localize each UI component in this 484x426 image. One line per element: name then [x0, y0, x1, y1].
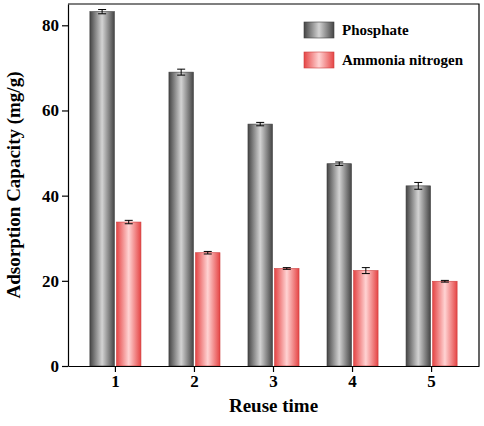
frame: [68, 4, 479, 366]
x-tick: 4: [348, 366, 357, 391]
bar: [169, 72, 193, 366]
series: [116, 220, 457, 366]
y-tick-label: 80: [42, 16, 59, 35]
x-axis: 1 2 3 4 5: [69, 366, 480, 391]
bar: [248, 124, 272, 366]
y-axis: 0 20 40 60 80: [42, 5, 69, 376]
error-bar: [335, 162, 343, 165]
y-tick-mark: [62, 366, 68, 367]
error-bar: [256, 122, 264, 125]
bar: [196, 253, 220, 366]
error-bar: [125, 220, 133, 223]
x-tick-label: 1: [111, 372, 120, 391]
x-tick: 3: [269, 366, 278, 391]
x-tick-label: 5: [427, 372, 436, 391]
bar: [433, 281, 457, 366]
y-axis-line: [68, 5, 69, 367]
bar: [406, 186, 430, 366]
y-tick-label: 60: [42, 101, 59, 120]
y-tick: 80: [42, 16, 68, 35]
plot: 0 20 40 60 80 1 2 3 4 5 Phosphate Ammonia nitrogen: [42, 4, 480, 391]
y-tick-label: 20: [42, 272, 59, 291]
bar: [275, 268, 299, 366]
y-tick-mark: [62, 25, 68, 26]
y-tick: 20: [42, 272, 68, 291]
y-axis-title: Adsorption Capacity (mg/g): [3, 72, 25, 299]
legend-label: Ammonia nitrogen: [342, 52, 464, 68]
error-bar: [98, 10, 106, 14]
bar: [90, 12, 114, 366]
legend-swatch: [304, 52, 334, 68]
error-bar: [204, 251, 212, 254]
y-tick-label: 40: [42, 187, 59, 206]
y-tick: 40: [42, 187, 68, 206]
error-bar: [283, 268, 291, 270]
y-tick-label: 0: [51, 357, 60, 376]
y-tick: 0: [51, 357, 69, 376]
x-axis-title: Reuse time: [229, 395, 318, 416]
legend-item: Phosphate: [304, 22, 409, 38]
bar: [354, 271, 378, 366]
error-bar: [177, 69, 185, 75]
bar: [327, 164, 351, 366]
chart: 0 20 40 60 80 1 2 3 4 5 Phosphate Ammonia nitrogen R…: [0, 0, 484, 426]
y-tick-mark: [62, 281, 68, 282]
y-tick: 60: [42, 101, 68, 120]
legend-item: Ammonia nitrogen: [304, 52, 464, 68]
error-bar: [414, 182, 422, 189]
legend-label: Phosphate: [342, 22, 409, 38]
y-tick-mark: [62, 110, 68, 111]
bar: [116, 222, 140, 366]
y-tick-mark: [62, 196, 68, 197]
x-tick-label: 4: [348, 372, 357, 391]
legend: Phosphate Ammonia nitrogen: [304, 22, 464, 68]
x-tick: 5: [427, 366, 436, 391]
legend-swatch: [304, 22, 334, 38]
x-tick: 2: [190, 366, 199, 391]
error-bar: [362, 268, 370, 274]
x-tick-label: 3: [269, 372, 278, 391]
x-tick-label: 2: [190, 372, 199, 391]
x-tick: 1: [111, 366, 120, 391]
error-bar: [441, 280, 449, 282]
